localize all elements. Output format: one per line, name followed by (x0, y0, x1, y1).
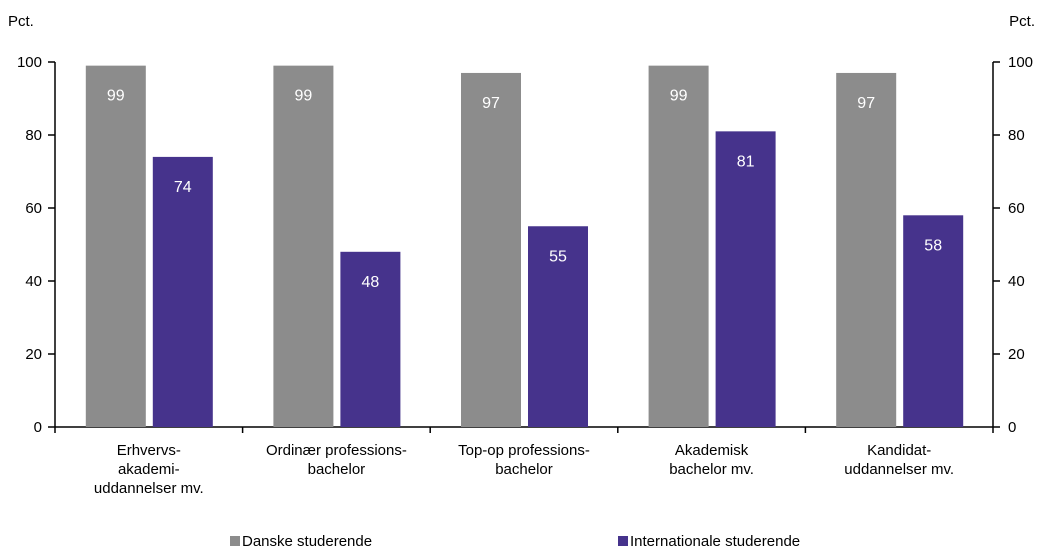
data-label: 99 (107, 88, 125, 105)
bar-internationale (903, 215, 964, 427)
x-tick-label: Erhvervs- (117, 442, 181, 459)
data-label: 58 (924, 237, 942, 254)
x-tick-label: bachelor (495, 461, 553, 478)
data-label: 99 (670, 88, 688, 105)
data-label: 55 (549, 248, 567, 265)
y-tick-label-left: 0 (34, 419, 42, 436)
x-tick-label: Ordinær professions- (266, 442, 407, 459)
y-tick-label-left: 40 (25, 273, 42, 290)
bar-internationale (152, 156, 213, 427)
y-tick-label-right: 40 (1008, 273, 1025, 290)
axis-labels: Pct. Pct. 0 0 20 20 40 40 60 60 80 80 100 100 Erhvervs… (8, 13, 1035, 497)
y-tick-label-right: 80 (1008, 127, 1025, 144)
bar-danske (648, 65, 709, 428)
y-tick-label-right: 100 (1008, 54, 1033, 71)
legend-swatch (618, 536, 628, 546)
bar-internationale (528, 226, 588, 427)
bar-danske (273, 65, 334, 428)
y-tick-label-left: 60 (25, 200, 42, 217)
legend-swatch (230, 536, 240, 546)
data-label: 97 (857, 95, 875, 112)
x-tick-label: uddannelser mv. (844, 461, 954, 478)
x-tick-label: Kandidat- (867, 442, 931, 459)
x-tick-label: uddannelser mv. (94, 480, 204, 497)
x-tick-label: bachelor (308, 461, 366, 478)
y-tick-label-left: 80 (25, 127, 42, 144)
x-tick-label: Akademisk (675, 442, 749, 459)
data-label: 99 (295, 88, 313, 105)
y-tick-label-right: 20 (1008, 346, 1025, 363)
y-tick-label-left: 20 (25, 346, 42, 363)
y-axis-unit-right: Pct. (1009, 13, 1035, 30)
bar-danske (836, 72, 897, 427)
y-tick-label-left: 100 (17, 54, 42, 71)
y-axis-unit-left: Pct. (8, 13, 34, 30)
data-label: 74 (174, 179, 192, 196)
legend: Danske studerende Internationale studeren… (230, 533, 800, 550)
x-tick-label: akademi- (118, 461, 180, 478)
y-tick-label-right: 0 (1008, 419, 1016, 436)
bars: 99 74 99 48 97 55 99 81 97 58 (85, 65, 964, 428)
bar-internationale (340, 251, 401, 427)
x-tick-label: Top-op professions- (458, 442, 590, 459)
data-label: 81 (737, 153, 755, 170)
bar-internationale (715, 131, 776, 427)
data-label: 48 (362, 274, 380, 291)
legend-label: Internationale studerende (630, 533, 800, 550)
bar-danske (461, 72, 521, 427)
bar-danske (85, 65, 146, 428)
legend-label: Danske studerende (242, 533, 372, 550)
y-tick-label-right: 60 (1008, 200, 1025, 217)
data-label: 97 (482, 95, 500, 112)
x-tick-label: bachelor mv. (669, 461, 754, 478)
